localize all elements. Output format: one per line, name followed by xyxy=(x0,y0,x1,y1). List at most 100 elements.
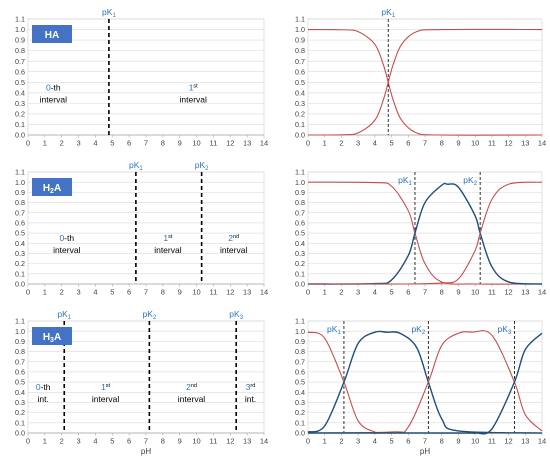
x-tick-label: 2 xyxy=(339,288,343,297)
y-tick-label: 0.4 xyxy=(295,88,305,97)
panel-ha-intervals: 0.00.10.20.30.40.50.60.70.80.91.01.10 1 2 3… xyxy=(15,7,268,148)
y-tick-label: 0.9 xyxy=(295,36,305,45)
fraction-curve-2 xyxy=(307,28,543,136)
x-tick-label: 3 xyxy=(76,139,80,148)
x-tick-label: 12 xyxy=(504,288,512,297)
y-tick-label: 1.1 xyxy=(295,317,305,326)
fraction-curve-2 xyxy=(307,182,543,285)
y-tick-label: 0.7 xyxy=(15,208,25,217)
x-tick-label: 14 xyxy=(260,288,268,297)
x-tick-label: 3 xyxy=(356,288,360,297)
y-tick-label: 0.6 xyxy=(15,368,25,377)
interval-word: interval xyxy=(92,394,120,404)
species-badge xyxy=(32,178,72,196)
x-tick-label: 4 xyxy=(373,139,377,148)
x-tick-label: 7 xyxy=(423,437,427,446)
species-badge-label: HA xyxy=(45,30,59,41)
x-tick-label: 2 xyxy=(60,288,64,297)
x-tick-label: 7 xyxy=(423,288,427,297)
x-tick-label: 10 xyxy=(471,288,479,297)
x-tick-label: 13 xyxy=(521,139,529,148)
interval-word: interval xyxy=(40,95,68,105)
y-tick-label: 0.2 xyxy=(15,408,25,417)
y-tick-label: 0.9 xyxy=(15,36,25,45)
y-tick-label: 0.1 xyxy=(295,120,305,129)
x-tick-label: 9 xyxy=(178,139,182,148)
y-tick-label: 0.3 xyxy=(15,398,25,407)
x-tick-label: 3 xyxy=(356,139,360,148)
x-tick-label: 7 xyxy=(144,139,148,148)
interval-number: 0-th xyxy=(46,83,61,93)
y-tick-label: 0.5 xyxy=(15,78,25,87)
y-tick-label: 0.6 xyxy=(15,67,25,76)
interval-number: 2nd xyxy=(228,233,239,243)
interval-number: 3rd xyxy=(246,382,256,392)
x-tick-label: 6 xyxy=(127,139,131,148)
fraction-curve-3 xyxy=(307,181,543,285)
x-tick-label: 8 xyxy=(161,437,165,446)
x-tick-label: 6 xyxy=(406,437,410,446)
x-tick-label: 9 xyxy=(456,288,460,297)
x-tick-label: 14 xyxy=(260,437,268,446)
pk-label: pK3 xyxy=(498,324,512,336)
x-tick-label: 10 xyxy=(471,437,479,446)
y-tick-label: 0.7 xyxy=(295,208,305,217)
y-tick-label: 1.1 xyxy=(15,15,25,24)
x-tick-label: 8 xyxy=(161,139,165,148)
y-tick-label: 1.1 xyxy=(295,15,305,24)
y-tick-label: 0.5 xyxy=(295,78,305,87)
x-tick-label: 8 xyxy=(161,288,165,297)
x-tick-label: 13 xyxy=(243,437,251,446)
plot-frame xyxy=(307,320,543,434)
x-tick-label: 8 xyxy=(440,288,444,297)
x-tick-label: 1 xyxy=(323,288,327,297)
x-tick-label: 10 xyxy=(192,288,200,297)
y-tick-label: 0.1 xyxy=(15,418,25,427)
x-tick-label: 10 xyxy=(192,139,200,148)
y-tick-label: 0.9 xyxy=(15,337,25,346)
x-axis-label: pH xyxy=(420,447,430,456)
y-tick-label: 0.5 xyxy=(295,378,305,387)
x-tick-label: 2 xyxy=(60,437,64,446)
pk-label: pK1 xyxy=(129,160,143,172)
x-axis-label: pH xyxy=(141,447,151,456)
y-tick-label: 1.0 xyxy=(15,327,25,336)
panel-h3a-curves: 0.00.10.20.30.40.50.60.70.80.91.01.10 1 2 3… xyxy=(295,317,546,456)
y-tick-label: 0.8 xyxy=(295,347,305,356)
x-tick-label: 13 xyxy=(243,139,251,148)
y-tick-label: 0.1 xyxy=(295,418,305,427)
plot-frame xyxy=(307,18,543,136)
interval-word: interval xyxy=(154,245,182,255)
y-tick-label: 0.0 xyxy=(15,280,25,289)
y-tick-label: 0.0 xyxy=(15,429,25,438)
pk-label: pK2 xyxy=(195,160,209,172)
interval-word: interval xyxy=(53,245,81,255)
interval-number: 0-th xyxy=(59,233,74,243)
y-tick-label: 0.3 xyxy=(15,99,25,108)
fraction-curve-1 xyxy=(307,28,543,136)
x-tick-label: 2 xyxy=(339,139,343,148)
y-tick-label: 0.7 xyxy=(295,357,305,366)
x-tick-label: 12 xyxy=(226,139,234,148)
x-tick-label: 8 xyxy=(440,139,444,148)
x-tick-label: 4 xyxy=(373,288,377,297)
x-tick-label: 9 xyxy=(456,437,460,446)
interval-word: interval xyxy=(220,245,248,255)
y-tick-label: 1.0 xyxy=(15,25,25,34)
panel-h3a-intervals: 0.00.10.20.30.40.50.60.70.80.91.01.10 1 2 3… xyxy=(15,309,268,456)
pk-label: pK2 xyxy=(142,309,156,321)
x-tick-label: 5 xyxy=(389,437,393,446)
y-tick-label: 1.1 xyxy=(295,168,305,177)
x-tick-label: 12 xyxy=(226,288,234,297)
x-tick-label: 1 xyxy=(323,139,327,148)
y-tick-label: 0.9 xyxy=(15,188,25,197)
x-tick-label: 7 xyxy=(423,139,427,148)
x-tick-label: 1 xyxy=(43,437,47,446)
interval-word: interval xyxy=(179,95,207,105)
panel-h2a-intervals: 0.00.10.20.30.40.50.60.70.80.91.01.10 1 2 3… xyxy=(15,160,268,297)
y-tick-label: 0.7 xyxy=(295,57,305,66)
x-tick-label: 9 xyxy=(178,437,182,446)
species-badge xyxy=(32,25,72,43)
x-tick-label: 1 xyxy=(43,139,47,148)
